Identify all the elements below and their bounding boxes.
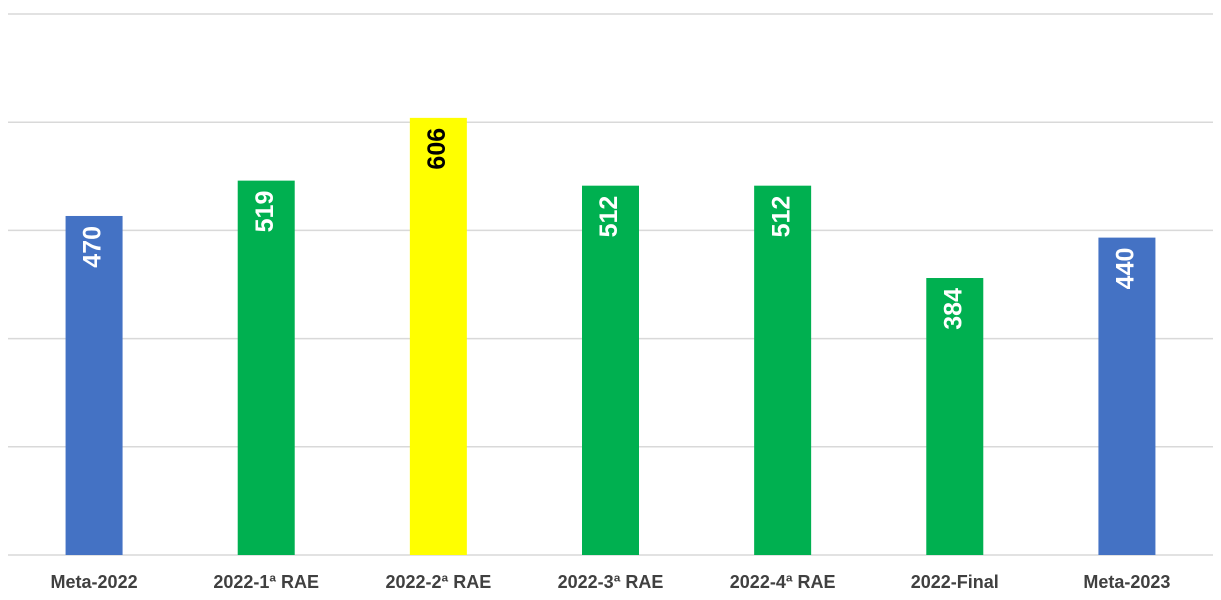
- bar: [926, 278, 984, 555]
- bar: [237, 180, 295, 556]
- data-label: 512: [767, 196, 795, 238]
- bar: [1098, 237, 1156, 555]
- x-tick-label: Meta-2022: [51, 572, 138, 592]
- data-label: 470: [79, 226, 107, 268]
- data-label: 519: [251, 191, 279, 233]
- bar: [65, 215, 123, 555]
- x-tick-label: 2022-Final: [911, 572, 999, 592]
- x-tick-label: 2022-2ª RAE: [385, 572, 491, 592]
- data-label: 384: [939, 288, 967, 330]
- x-tick-label: 2022-1ª RAE: [213, 572, 319, 592]
- bar: [582, 185, 639, 555]
- x-tick-label: Meta-2023: [1083, 572, 1170, 592]
- data-label: 440: [1112, 248, 1140, 290]
- x-tick-label: 2022-4ª RAE: [730, 572, 836, 592]
- bar: [409, 117, 467, 555]
- data-label: 512: [595, 196, 623, 238]
- data-label: 606: [423, 128, 451, 170]
- x-tick-label: 2022-3ª RAE: [558, 572, 664, 592]
- bar: [754, 185, 812, 555]
